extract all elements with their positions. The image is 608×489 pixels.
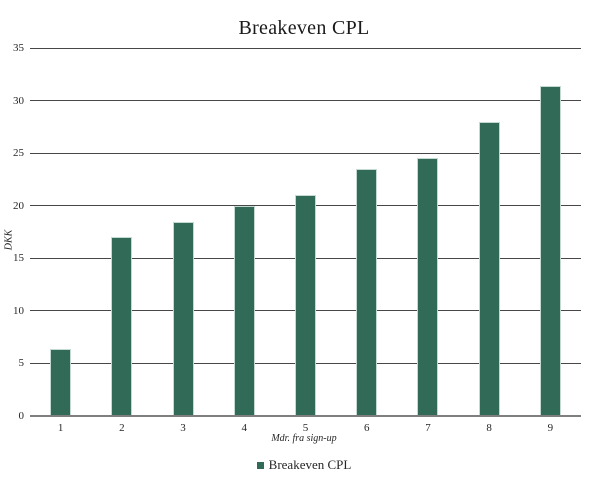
y-tick-label: 30 bbox=[13, 94, 24, 107]
bar-month-3 bbox=[172, 221, 194, 416]
gridline bbox=[30, 152, 581, 154]
x-tick-label: 8 bbox=[486, 422, 492, 434]
x-tick-label: 3 bbox=[180, 422, 186, 434]
bar-month-1 bbox=[50, 348, 72, 416]
gridline bbox=[30, 47, 581, 49]
legend-swatch-icon bbox=[256, 461, 264, 469]
bar-month-6 bbox=[356, 168, 378, 416]
y-tick-label: 0 bbox=[18, 410, 25, 422]
x-tick-label: 9 bbox=[547, 422, 554, 434]
y-axis-title: DKK bbox=[3, 229, 15, 251]
gridline bbox=[30, 100, 581, 102]
legend: Breakeven CPL bbox=[0, 457, 608, 473]
x-tick-label: 5 bbox=[302, 422, 309, 434]
y-tick-label: 10 bbox=[13, 304, 24, 317]
x-tick-label: 4 bbox=[241, 422, 248, 434]
x-axis-title: Mdr. fra sign-up bbox=[271, 433, 337, 444]
bar-month-4 bbox=[233, 205, 255, 416]
y-tick-label: 35 bbox=[13, 42, 24, 54]
x-tick-label: 2 bbox=[119, 422, 125, 434]
x-axis-line bbox=[30, 415, 581, 417]
x-tick-label: 7 bbox=[425, 422, 431, 434]
legend-label: Breakeven CPL bbox=[268, 457, 352, 472]
x-tick-label: 1 bbox=[57, 422, 64, 434]
plot-area bbox=[30, 47, 581, 417]
y-tick-label: 5 bbox=[18, 357, 25, 370]
bar-month-8 bbox=[478, 121, 500, 416]
y-tick-label: 15 bbox=[13, 252, 24, 265]
bar-month-9 bbox=[539, 85, 561, 416]
chart-title: Breakeven CPL bbox=[238, 17, 370, 39]
x-tick-label: 6 bbox=[363, 422, 370, 434]
y-tick-label: 25 bbox=[13, 147, 24, 160]
bar-month-5 bbox=[295, 195, 316, 416]
bar-month-2 bbox=[111, 237, 133, 416]
bar-month-7 bbox=[417, 158, 439, 416]
y-tick-label: 20 bbox=[13, 199, 24, 212]
